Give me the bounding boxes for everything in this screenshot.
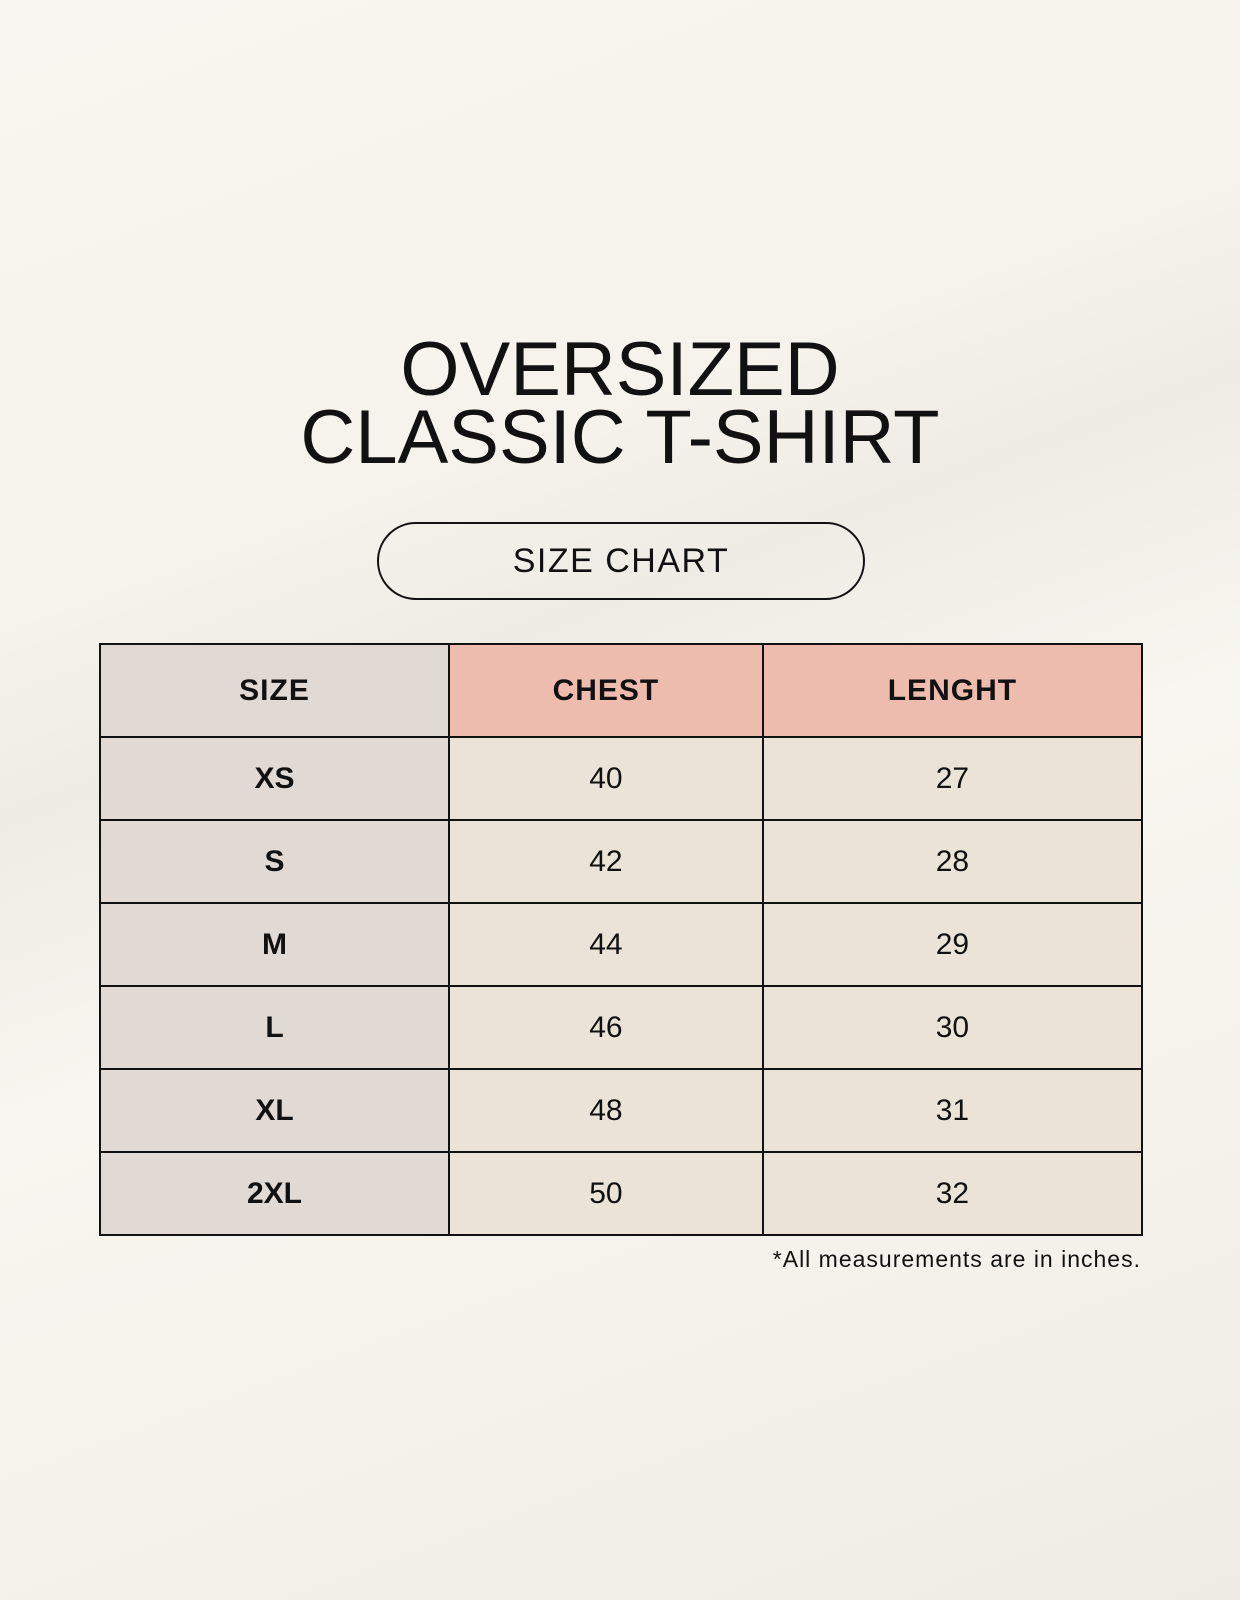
- chest-cell: 48: [448, 1068, 764, 1153]
- size-cell: S: [99, 819, 450, 904]
- table-header-row: SIZE CHEST LENGHT: [99, 643, 1144, 738]
- length-cell: 27: [761, 736, 1144, 821]
- size-cell: XL: [99, 1068, 450, 1153]
- footnote: *All measurements are in inches.: [772, 1246, 1141, 1272]
- size-cell: M: [99, 902, 450, 987]
- header-size: SIZE: [99, 643, 450, 738]
- length-cell: 30: [761, 985, 1144, 1070]
- title-line-2: CLASSIC T-SHIRT: [300, 395, 940, 480]
- size-cell: XS: [99, 736, 450, 821]
- title-line-1: OVERSIZED: [400, 327, 840, 412]
- header-chest: CHEST: [448, 643, 764, 738]
- length-cell: 32: [761, 1151, 1144, 1236]
- length-cell: 31: [761, 1068, 1144, 1153]
- table-row: 2XL 50 32: [99, 1151, 1144, 1236]
- size-cell: L: [99, 985, 450, 1070]
- chest-cell: 42: [448, 819, 764, 904]
- chest-cell: 46: [448, 985, 764, 1070]
- table-row: S 42 28: [99, 819, 1144, 904]
- table-row: XS 40 27: [99, 736, 1144, 821]
- page-title: OVERSIZED CLASSIC T-SHIRT: [0, 327, 1240, 480]
- header-length: LENGHT: [761, 643, 1144, 738]
- size-chart-badge: SIZE CHART: [377, 522, 865, 600]
- size-table: SIZE CHEST LENGHT XS 40 27 S 42 28 M 44 29 L 46 30 X…: [99, 643, 1144, 1236]
- length-cell: 28: [761, 819, 1144, 904]
- table-row: L 46 30: [99, 985, 1144, 1070]
- size-cell: 2XL: [99, 1151, 450, 1236]
- chest-cell: 40: [448, 736, 764, 821]
- length-cell: 29: [761, 902, 1144, 987]
- table-row: XL 48 31: [99, 1068, 1144, 1153]
- table-row: M 44 29: [99, 902, 1144, 987]
- chest-cell: 50: [448, 1151, 764, 1236]
- chest-cell: 44: [448, 902, 764, 987]
